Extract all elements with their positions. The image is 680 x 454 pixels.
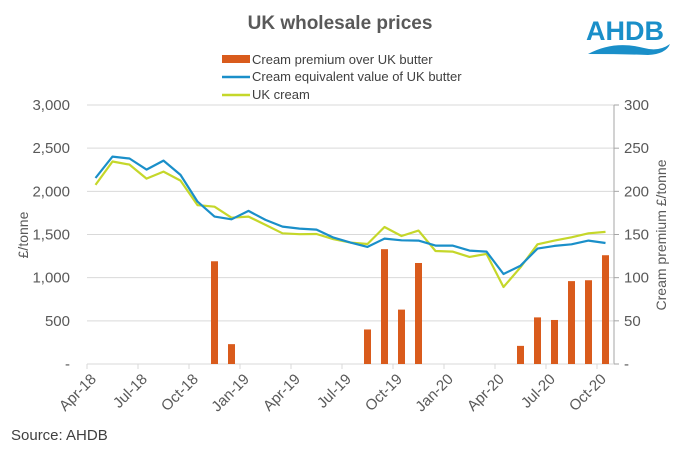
x-tick-label: Oct-18: [158, 371, 202, 415]
premium-bar: [228, 344, 235, 364]
y2-axis-title: Cream premium £/tonne: [653, 159, 669, 310]
x-tick-label: Oct-20: [566, 371, 610, 415]
x-axis: Apr-18 Jul-18 Oct-18 Jan-19 Apr-19 Jul-19 Oct-…: [56, 363, 614, 415]
premium-bar: [551, 319, 558, 364]
x-tick-label: Apr-18: [56, 371, 100, 415]
bar-series-premium: [211, 249, 609, 364]
premium-bar: [517, 345, 524, 364]
legend: Cream premium over UK butter Cream equiv…: [222, 52, 462, 102]
ahdb-logo: AHDB: [586, 16, 670, 55]
gridlines: [87, 104, 614, 322]
premium-bar: [568, 281, 575, 364]
premium-bar: [381, 249, 388, 364]
x-tick-label: Jul-20: [518, 371, 559, 412]
x-tick-label: Oct-19: [362, 371, 406, 415]
premium-bar: [211, 261, 218, 364]
y-tick-label: 2,500: [32, 140, 70, 157]
logo-wave-icon: [588, 44, 670, 55]
line-series: [94, 155, 606, 289]
uk-cream-line: [94, 160, 606, 289]
x-tick-label: Apr-20: [464, 371, 508, 415]
y-tick-label: 1,500: [32, 227, 70, 244]
butter-equivalent-line: [94, 155, 606, 276]
y2-tick-label: 150: [624, 227, 649, 244]
y2-tick-label: 50: [624, 313, 641, 330]
legend-label-premium: Cream premium over UK butter: [252, 52, 433, 67]
premium-bar: [364, 329, 371, 364]
premium-bar: [398, 309, 405, 364]
y-axis-left: - 500 1,000 1,500 2,000 2,500 3,000: [32, 97, 70, 373]
y2-tick-label: 250: [624, 140, 649, 157]
y-axis-title: £/tonne: [15, 211, 31, 258]
x-tick-label: Jul-19: [314, 371, 355, 412]
premium-bar: [602, 255, 609, 364]
x-tick-label: Jul-18: [110, 371, 151, 412]
x-tick-label: Apr-19: [260, 371, 304, 415]
premium-bar: [415, 262, 422, 364]
y-tick-label: -: [65, 356, 70, 373]
x-tick-label: Jan-20: [412, 371, 456, 415]
premium-bar: [585, 280, 592, 364]
premium-bar: [534, 317, 541, 364]
y2-tick-label: 100: [624, 270, 649, 287]
y-axis-right: - 50 100 150 200 250 300: [613, 97, 649, 373]
legend-label-cream: UK cream: [252, 87, 310, 102]
x-tick-label: Jan-19: [208, 371, 252, 415]
y-tick-label: 3,000: [32, 97, 70, 114]
legend-swatch-premium: [222, 55, 250, 63]
legend-label-butter: Cream equivalent value of UK butter: [252, 69, 462, 84]
y2-tick-label: 300: [624, 97, 649, 114]
y2-tick-label: -: [624, 356, 629, 373]
y-tick-label: 500: [45, 313, 70, 330]
source-note: Source: AHDB: [11, 427, 108, 444]
y2-tick-label: 200: [624, 183, 649, 200]
logo-text: AHDB: [586, 16, 664, 46]
chart-title: UK wholesale prices: [248, 13, 433, 34]
y-tick-label: 1,000: [32, 270, 70, 287]
y-tick-label: 2,000: [32, 183, 70, 200]
